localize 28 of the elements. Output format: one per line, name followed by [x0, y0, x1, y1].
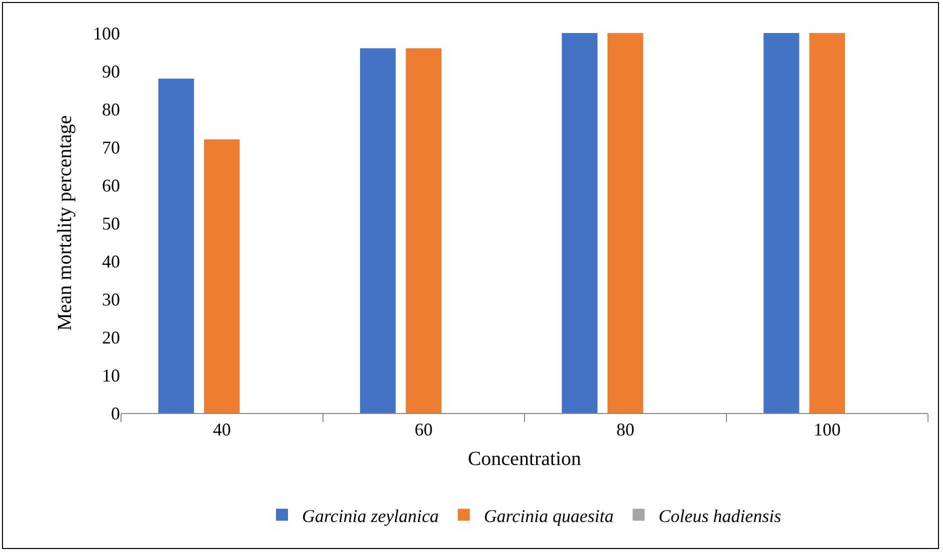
y-tick-label: 70	[102, 137, 120, 158]
x-axis-title: Concentration	[468, 448, 582, 470]
y-tick-label: 90	[102, 61, 120, 82]
bar	[360, 48, 396, 413]
legend-label: Garcinia zeylanica	[302, 506, 439, 526]
x-tick-label: 100	[814, 420, 841, 440]
x-tick-label: 60	[414, 420, 433, 440]
y-tick-label: 20	[102, 327, 120, 348]
y-tick-label: 80	[102, 99, 120, 120]
legend-label: Garcinia quaesita	[484, 506, 614, 526]
x-tick-label: 80	[616, 420, 634, 440]
x-tick-label: 40	[212, 420, 231, 440]
bar	[764, 33, 800, 413]
y-tick-label: 0	[111, 403, 120, 424]
legend-label: Coleus hadiensis	[658, 506, 782, 526]
bar	[204, 139, 240, 413]
y-tick-label: 60	[102, 175, 120, 196]
y-tick-label: 40	[102, 251, 120, 272]
y-tick-label: 100	[93, 23, 120, 44]
bar	[608, 33, 644, 413]
y-tick-label: 30	[102, 289, 120, 310]
bar	[809, 33, 845, 413]
bar	[406, 48, 442, 413]
y-tick-label: 10	[102, 365, 120, 386]
y-tick-label: 50	[102, 213, 120, 234]
bar	[158, 78, 194, 413]
y-axis-title: Mean mortality percentage	[54, 115, 76, 331]
bar	[562, 33, 598, 413]
